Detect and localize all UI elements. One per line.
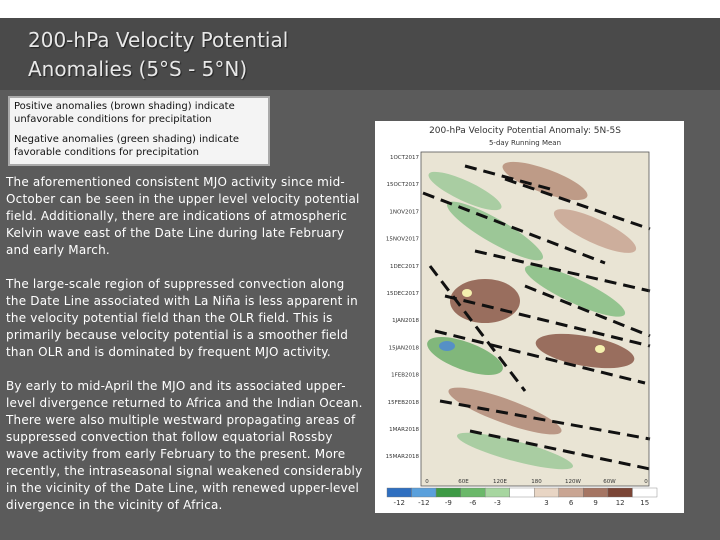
colorbar-swatch (632, 487, 658, 498)
colorbar-swatch (607, 487, 633, 498)
title-line: 200-hPa Velocity Potential (28, 28, 289, 52)
date-label: 1DEC2017 (390, 264, 420, 270)
figure-subtitle: 5-day Running Mean (489, 139, 561, 147)
colorbar-swatch (509, 487, 535, 498)
colorbar-swatch (558, 487, 584, 498)
body-text: The aforementioned consistent MJO activi… (6, 174, 366, 531)
longitude-label: 120W (565, 479, 581, 485)
longitude-label: 180 (531, 479, 542, 485)
title-bar (0, 18, 720, 90)
colorbar-label: 9 (593, 499, 597, 507)
date-label: 1FEB2018 (391, 373, 419, 379)
date-axis: 1OCT2017 15OCT2017 1NOV2017 15NOV2017 1DEC20… (386, 155, 420, 460)
colorbar-label: -3 (494, 499, 501, 507)
plot-frame (420, 151, 650, 487)
top-strip (0, 0, 720, 18)
colorbar-label: 3 (544, 499, 548, 507)
date-label: 15NOV2017 (386, 237, 420, 243)
longitude-label: 60E (458, 479, 469, 485)
note: Positive anomalies (brown shading) indic… (14, 101, 235, 125)
colorbar-label: -12 (394, 499, 405, 507)
colorbar-label: 6 (569, 499, 574, 507)
date-label: 1JAN2018 (392, 318, 419, 324)
colorbar-swatch (460, 487, 486, 498)
hovmoller-figure: 200-hPa Velocity Potential Anomaly: 5N-5… (375, 121, 684, 513)
date-label: 15MAR2018 (386, 454, 420, 460)
longitude-axis: 0 60E 120E 180 120W 60W 0 (425, 479, 648, 485)
colorbar-swatch (583, 487, 609, 498)
colorbar: -12 -12 -9 -6 -3 3 6 9 12 15 (386, 487, 658, 507)
colorbar-swatch (534, 487, 560, 498)
colorbar-swatch (435, 487, 461, 498)
longitude-label: 0 (644, 479, 648, 485)
longitude-label: 60W (603, 479, 616, 485)
mjo-lines (422, 164, 651, 471)
date-label: 15FEB2018 (388, 400, 420, 406)
date-label: 1NOV2017 (389, 209, 419, 215)
colorbar-label: -6 (469, 499, 477, 507)
longitude-label: 120E (493, 479, 507, 485)
shading (427, 161, 637, 470)
colorbar-label: 15 (640, 499, 649, 507)
paragraph: The large-scale region of suppressed con… (6, 277, 358, 359)
colorbar-label: 12 (616, 499, 625, 507)
paragraph: By early to mid-April the MJO and its as… (6, 379, 363, 512)
colorbar-swatch (411, 487, 437, 498)
colorbar-label: -12 (418, 499, 429, 507)
longitude-label: 0 (425, 479, 429, 485)
note-box: Positive anomalies (brown shading) indic… (8, 96, 270, 166)
date-label: 15JAN2018 (389, 345, 420, 351)
date-label: 1MAR2018 (389, 427, 419, 433)
plot-area (420, 151, 651, 487)
colorbar-swatch (484, 487, 510, 498)
paragraph: The aforementioned consistent MJO activi… (6, 175, 360, 257)
slide-title: 200-hPa Velocity Potential Anomalies (5°… (28, 26, 288, 84)
note: Negative anomalies (green shading) indic… (14, 134, 240, 158)
figure-title: 200-hPa Velocity Potential Anomaly: 5N-5… (429, 126, 621, 136)
date-label: 1OCT2017 (390, 155, 420, 161)
date-label: 15DEC2017 (386, 291, 419, 297)
title-line: Anomalies (5°S - 5°N) (28, 57, 248, 81)
colorbar-swatch (386, 487, 412, 498)
date-label: 15OCT2017 (386, 182, 419, 188)
colorbar-label: -9 (445, 499, 452, 507)
